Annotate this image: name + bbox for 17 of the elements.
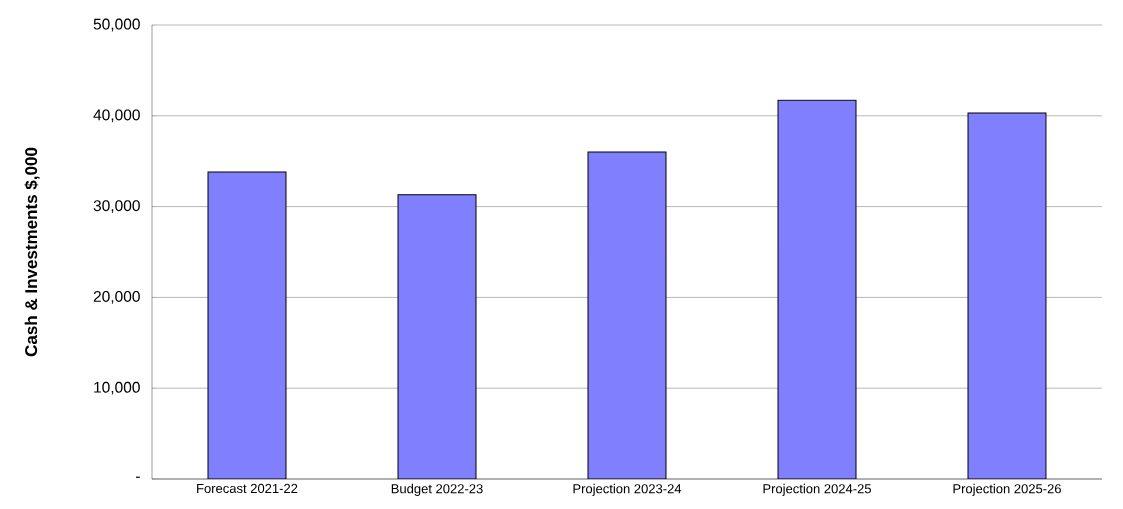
- bar: [587, 151, 667, 479]
- bar: [397, 194, 477, 479]
- y-axis-title: Cash & Investments $,000: [24, 147, 40, 357]
- bar: [777, 99, 857, 479]
- y-tick-label: 50,000: [93, 18, 140, 32]
- x-tick-label: Projection 2024-25: [763, 483, 871, 496]
- bar: [207, 171, 287, 479]
- x-tick-label: Budget 2022-23: [391, 483, 483, 496]
- y-tick-label: 40,000: [93, 109, 140, 123]
- y-tick-label: -: [136, 476, 140, 478]
- x-tick-label: Projection 2023-24: [573, 483, 682, 496]
- y-tick-label: 30,000: [93, 200, 140, 213]
- bar: [967, 112, 1047, 479]
- y-tick-label: 10,000: [94, 381, 140, 395]
- y-tick-label: 20,000: [93, 291, 140, 304]
- x-tick-label: Forecast 2021-22: [197, 483, 298, 493]
- x-tick-label: Projection 2025-26: [953, 483, 1061, 496]
